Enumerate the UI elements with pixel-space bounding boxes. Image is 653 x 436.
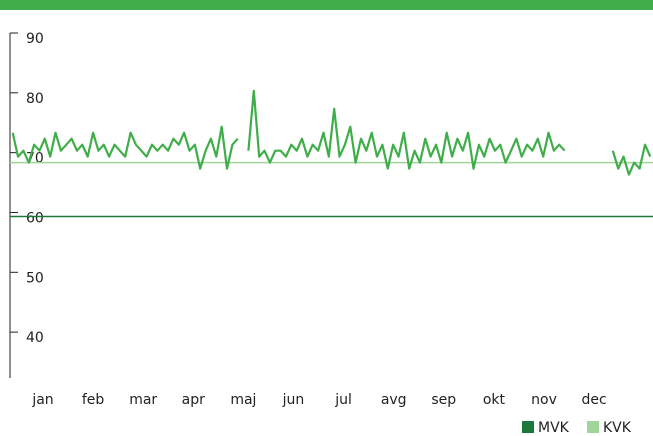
legend-swatch [522, 421, 534, 433]
x-tick-label: dec [581, 392, 606, 408]
data-line [247, 89, 566, 170]
x-tick-label: sep [431, 392, 456, 408]
x-tick-label: feb [82, 392, 105, 408]
x-tick-label: nov [531, 392, 557, 408]
x-tick-label: avg [381, 392, 407, 408]
y-tick-label: 80 [26, 91, 44, 107]
data-line [611, 143, 652, 176]
y-tick-label: 90 [26, 31, 44, 47]
x-tick-label: apr [182, 392, 205, 408]
y-tick-label: 60 [26, 210, 44, 226]
y-tick-label: 40 [26, 330, 44, 346]
legend-swatch [587, 421, 599, 433]
data-line [11, 125, 239, 170]
legend-label: MVK [538, 420, 570, 436]
y-tick-label: 50 [26, 270, 44, 286]
x-tick-label: mar [129, 392, 157, 408]
y-tick-label: 70 [26, 151, 44, 167]
x-tick-label: jan [31, 392, 53, 408]
legend-label: KVK [603, 420, 632, 436]
top-bar [0, 0, 653, 10]
x-tick-label: maj [230, 392, 256, 408]
x-tick-label: jun [282, 392, 305, 408]
x-tick-label: jul [334, 392, 352, 408]
x-tick-label: okt [483, 392, 506, 408]
